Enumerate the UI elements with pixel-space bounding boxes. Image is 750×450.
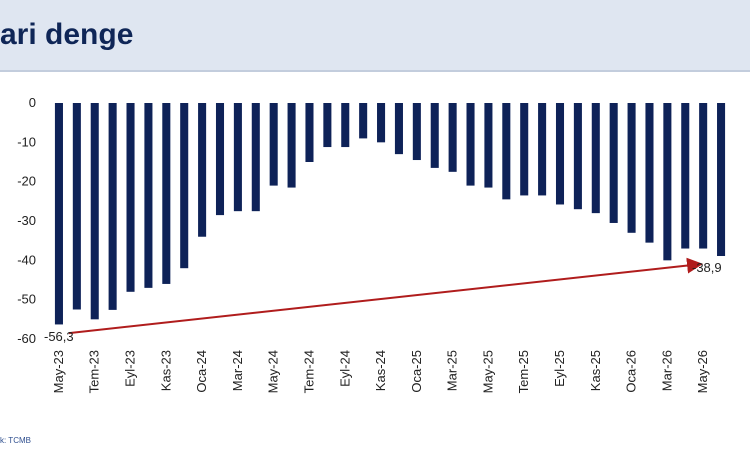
x-tick-label: Tem-25 bbox=[516, 350, 531, 393]
bar bbox=[591, 103, 600, 214]
bar bbox=[341, 103, 350, 148]
bar bbox=[609, 103, 618, 223]
bar bbox=[54, 103, 63, 325]
x-tick-label: Mar-25 bbox=[445, 350, 460, 391]
bar bbox=[663, 103, 672, 261]
x-tick-label: Oca-26 bbox=[624, 350, 639, 393]
x-tick-label: Kas-23 bbox=[158, 350, 173, 391]
bar bbox=[233, 103, 242, 212]
bar bbox=[699, 103, 708, 249]
bar bbox=[180, 103, 189, 269]
bar bbox=[466, 103, 475, 186]
bar bbox=[162, 103, 171, 284]
bar bbox=[198, 103, 207, 237]
bar bbox=[251, 103, 260, 212]
x-tick-label: Kas-24 bbox=[373, 350, 388, 391]
x-tick-label: Tem-23 bbox=[87, 350, 102, 393]
header-band bbox=[0, 0, 750, 72]
x-tick-label: Kas-25 bbox=[588, 350, 603, 391]
x-tick-label: May-23 bbox=[51, 350, 66, 393]
bar bbox=[287, 103, 296, 188]
bar bbox=[144, 103, 153, 288]
bar bbox=[269, 103, 278, 186]
x-tick-label: Mar-24 bbox=[230, 350, 245, 391]
bar bbox=[717, 103, 726, 257]
y-tick-label: 0 bbox=[29, 95, 36, 110]
y-tick-label: -40 bbox=[17, 252, 36, 267]
annotation-label-start: -56,3 bbox=[44, 329, 74, 344]
bar bbox=[305, 103, 314, 162]
trend-arrow bbox=[68, 257, 704, 335]
y-tick-label: -10 bbox=[17, 134, 36, 149]
bar bbox=[72, 103, 81, 310]
bar bbox=[323, 103, 332, 148]
y-tick-label: -30 bbox=[17, 213, 36, 228]
bar bbox=[681, 103, 690, 249]
bar bbox=[90, 103, 99, 320]
annotation-label-end: -38,9 bbox=[692, 260, 722, 275]
x-tick-label: Oca-24 bbox=[194, 350, 209, 393]
x-tick-label: Oca-25 bbox=[409, 350, 424, 393]
y-tick-label: -60 bbox=[17, 331, 36, 346]
bar bbox=[645, 103, 654, 243]
x-tick-label: Tem-24 bbox=[301, 350, 316, 393]
x-tick-label: Eyl-24 bbox=[337, 350, 352, 387]
x-tick-label: Eyl-25 bbox=[552, 350, 567, 387]
x-tick-label: May-25 bbox=[480, 350, 495, 393]
bar bbox=[573, 103, 582, 210]
bar bbox=[502, 103, 511, 200]
bar bbox=[448, 103, 457, 172]
y-tick-label: -50 bbox=[17, 292, 36, 307]
x-tick-label: May-24 bbox=[266, 350, 281, 393]
bar bbox=[555, 103, 565, 205]
x-tick-label: May-26 bbox=[695, 350, 710, 393]
bar bbox=[627, 103, 636, 233]
bar bbox=[430, 103, 439, 168]
bar bbox=[484, 103, 493, 188]
page-title: ari denge bbox=[0, 18, 134, 51]
bar bbox=[377, 103, 386, 143]
x-tick-label: Mar-26 bbox=[659, 350, 674, 391]
bar bbox=[215, 103, 225, 216]
bar bbox=[126, 103, 135, 292]
source-note: k: TCMB bbox=[0, 436, 31, 445]
x-tick-label: Eyl-23 bbox=[123, 350, 138, 387]
bar bbox=[520, 103, 529, 196]
bar bbox=[412, 103, 421, 161]
bar bbox=[538, 103, 547, 196]
y-tick-label: -20 bbox=[17, 174, 36, 189]
bar bbox=[108, 103, 117, 310]
bar bbox=[394, 103, 403, 155]
bar bbox=[359, 103, 368, 139]
